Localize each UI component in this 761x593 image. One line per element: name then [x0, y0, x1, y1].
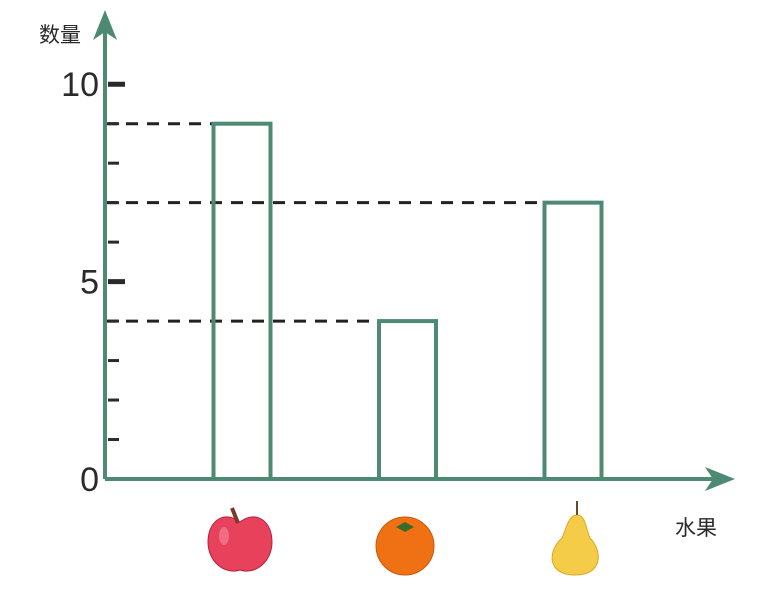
bar	[542, 200, 604, 482]
y-tick-label: 5	[80, 264, 99, 302]
y-axis-label: 数量	[39, 23, 81, 47]
bar	[377, 319, 438, 481]
x-axis-arrow	[705, 467, 735, 491]
y-axis-arrow	[93, 10, 117, 40]
apple-icon	[207, 507, 273, 572]
y-tick-label: 10	[61, 66, 99, 104]
pear-icon	[551, 501, 599, 576]
x-axis-label: 水果	[675, 516, 717, 540]
bar	[211, 121, 273, 482]
orange-icon	[375, 516, 435, 576]
y-tick-label: 0	[80, 461, 99, 499]
